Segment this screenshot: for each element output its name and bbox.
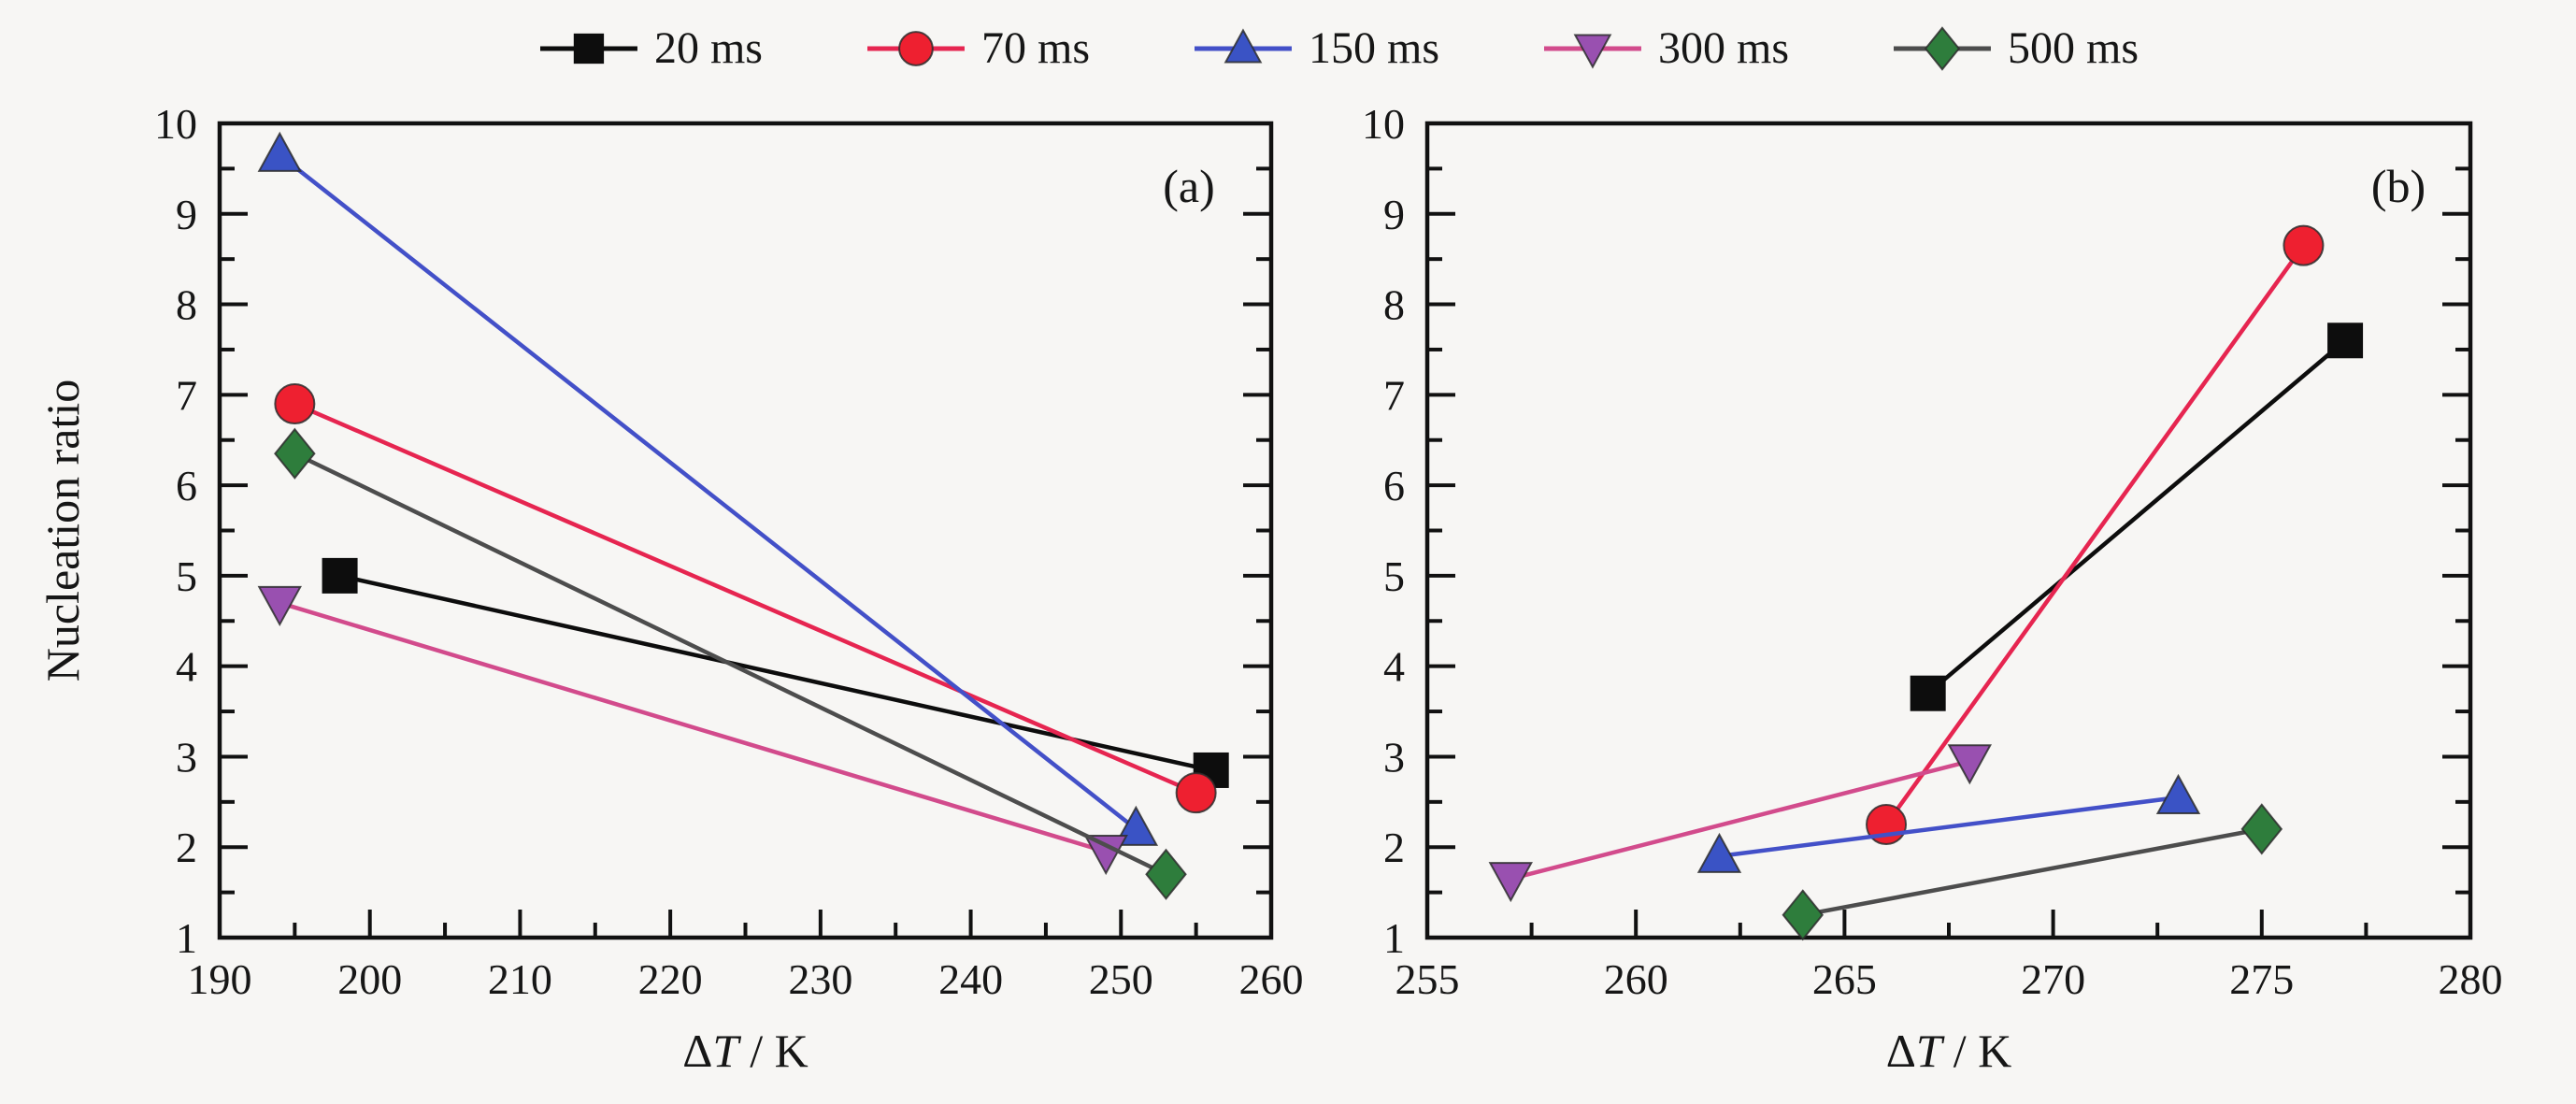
square-marker [1910, 675, 1946, 711]
x-tick-label: 250 [1089, 955, 1153, 1003]
chart-legend: 20 ms 70 ms 150 ms 300 ms 500 ms [539, 23, 2139, 73]
y-tick-label: 9 [176, 191, 197, 238]
diamond-marker [1924, 26, 1961, 71]
circle-marker [2283, 224, 2325, 266]
x-tick-label: 255 [1395, 955, 1460, 1003]
y-tick-label: 1 [176, 914, 197, 962]
triangle-down-marker [1488, 862, 1533, 903]
y-tick-label: 7 [176, 371, 197, 419]
y-tick-label: 8 [1383, 281, 1405, 329]
diamond-marker [1145, 848, 1187, 900]
y-tick-label: 3 [1383, 733, 1405, 781]
legend-label: 500 ms [2008, 23, 2140, 73]
y-tick-label: 4 [176, 643, 197, 691]
series-150-ms-b [1696, 773, 2201, 873]
y-tick-label: 6 [1383, 462, 1405, 509]
x-tick-label: 265 [1812, 955, 1877, 1003]
y-tick-label: 5 [176, 552, 197, 600]
x-tick-labels-a: 190 200 210 220 230 240 250 260 [188, 955, 1304, 1003]
y-tick-label: 1 [1383, 914, 1405, 962]
x-tick-label: 280 [2439, 955, 2503, 1003]
y-tick-label: 8 [176, 281, 197, 329]
ticks-a [218, 122, 1273, 939]
series-150-ms-a [257, 131, 1159, 846]
panel-b: 255 260 265 270 275 280 1 2 3 4 5 6 7 8 9 10 ΔT / K (b) [1362, 100, 2503, 1077]
x-tick-label: 260 [1604, 955, 1668, 1003]
panel-label-a: (a) [1163, 160, 1215, 212]
series-70-ms-b [1866, 224, 2325, 846]
triangle-up-marker [257, 131, 302, 172]
diamond-marker [1782, 889, 1825, 941]
y-tick-label: 2 [176, 824, 197, 871]
y-tick-label: 3 [176, 733, 197, 781]
series-70-ms-a [274, 383, 1217, 814]
legend-key-triangle-up-icon [1194, 28, 1292, 64]
series-500-ms-a [274, 427, 1187, 900]
x-tick-label: 200 [337, 955, 402, 1003]
legend-label: 300 ms [1658, 23, 1790, 73]
x-tick-label: 190 [188, 955, 252, 1003]
x-tick-labels-b: 255 260 265 270 275 280 [1395, 955, 2503, 1003]
triangle-up-marker [1224, 28, 1263, 64]
y-tick-label: 5 [1383, 552, 1405, 600]
diamond-marker [274, 427, 316, 480]
y-tick-labels-b: 1 2 3 4 5 6 7 8 9 10 [1362, 100, 1405, 962]
x-tick-label: 230 [788, 955, 852, 1003]
legend-key-square-icon [539, 33, 637, 65]
legend-item-150-ms: 150 ms [1194, 23, 1440, 73]
y-tick-labels-a: 1 2 3 4 5 6 7 8 9 10 [154, 100, 197, 962]
triangle-down-marker [257, 585, 302, 626]
y-tick-label: 7 [1383, 371, 1405, 419]
square-marker [322, 557, 358, 594]
x-tick-label: 275 [2229, 955, 2294, 1003]
legend-item-20-ms: 20 ms [539, 23, 763, 73]
x-axis-title-b: ΔT / K [1886, 1025, 2011, 1077]
legend-key-circle-icon [866, 31, 965, 66]
triangle-up-marker [1696, 832, 1742, 873]
panel-label-b: (b) [2371, 160, 2426, 212]
series-500-ms-b [1782, 803, 2283, 941]
legend-item-70-ms: 70 ms [866, 23, 1090, 73]
y-tick-label: 6 [176, 462, 197, 509]
legend-key-triangle-down-icon [1544, 34, 1642, 69]
x-axis-title-a: ΔT / K [682, 1025, 808, 1077]
x-tick-label: 260 [1239, 955, 1304, 1003]
triangle-down-marker [1947, 744, 1993, 785]
x-tick-label: 240 [938, 955, 1003, 1003]
circle-marker [274, 383, 316, 425]
legend-item-500-ms: 500 ms [1894, 24, 2139, 73]
circle-marker [1175, 772, 1217, 814]
y-axis-title: Nucleation ratio [36, 380, 89, 682]
legend-label: 70 ms [980, 23, 1090, 73]
y-tick-label: 9 [1383, 191, 1405, 238]
circle-marker [898, 31, 934, 66]
axes-frame-a [217, 121, 1274, 940]
y-tick-label: 2 [1383, 824, 1405, 871]
y-tick-label: 10 [154, 100, 197, 148]
x-tick-label: 210 [488, 955, 552, 1003]
triangle-down-marker [1083, 835, 1128, 876]
diamond-marker [2240, 803, 2283, 855]
triangle-down-marker [1573, 34, 1612, 69]
series-20-ms-b [1910, 323, 2364, 711]
legend-label: 150 ms [1308, 23, 1440, 73]
y-tick-label: 10 [1362, 100, 1405, 148]
series-300-ms-a [257, 585, 1128, 876]
legend-key-diamond-icon [1894, 26, 1992, 71]
ticks-b [1425, 122, 2472, 939]
legend-item-300-ms: 300 ms [1544, 24, 1789, 73]
legend-label: 20 ms [653, 23, 763, 73]
y-tick-label: 4 [1383, 643, 1405, 691]
panel-a: 190 200 210 220 230 240 250 260 1 2 3 4 5 6 7 8 9 10 ΔT / K… [36, 100, 1304, 1077]
series-300-ms-b [1488, 744, 1993, 903]
square-marker [573, 33, 605, 65]
square-marker [2327, 323, 2364, 359]
x-tick-label: 220 [638, 955, 703, 1003]
triangle-up-marker [2155, 773, 2201, 814]
x-tick-label: 270 [2021, 955, 2085, 1003]
